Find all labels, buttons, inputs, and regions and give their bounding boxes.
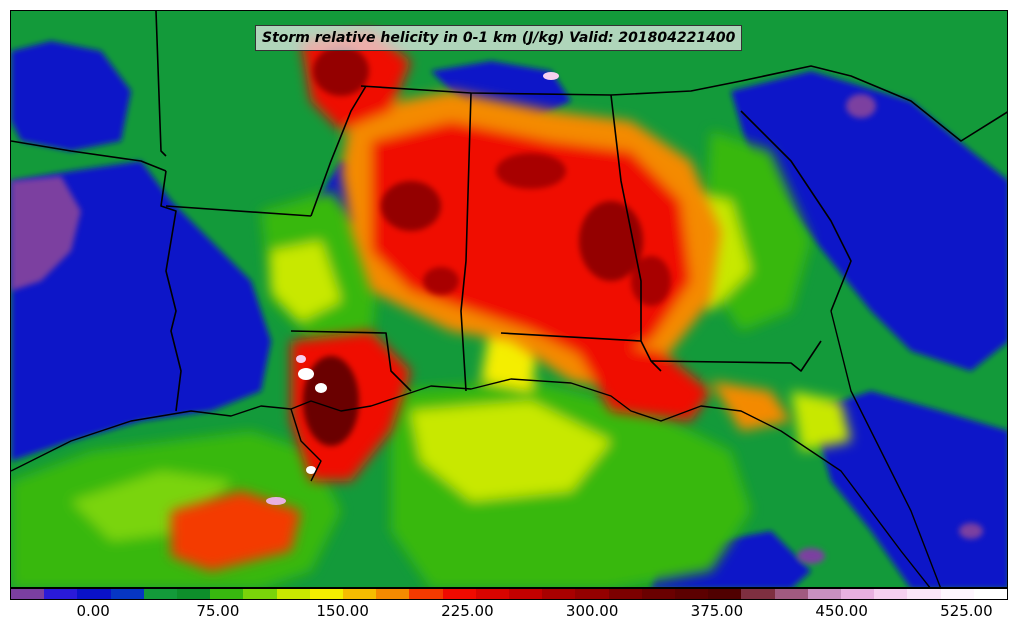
colorbar-tick-label: 375.00 xyxy=(690,602,744,620)
colorbar-tick-label: 300.00 xyxy=(565,602,619,620)
colorbar-segment xyxy=(110,589,144,599)
colorbar-segment xyxy=(343,589,377,599)
colorbar-segment xyxy=(177,589,211,599)
colorbar-segment xyxy=(143,589,178,599)
map-title: Storm relative helicity in 0-1 km (J/kg)… xyxy=(255,25,743,51)
colorbar-segment xyxy=(841,589,875,599)
colorbar-tick-labels: 0.00 75.00 150.00 225.00 300.00 375.00 450.00 5… xyxy=(10,602,1008,624)
colorbar-segment xyxy=(509,589,543,599)
colorbar-segment xyxy=(874,589,908,599)
colorbar-segment xyxy=(409,589,443,599)
colorbar-tick-label: 150.00 xyxy=(316,602,369,620)
colorbar-segment xyxy=(973,589,1008,599)
colorbar-segment xyxy=(708,589,742,599)
colorbar-segment xyxy=(940,589,974,599)
colorbar-segment xyxy=(641,589,676,599)
colorbar-segment xyxy=(376,589,410,599)
colorbar-segment xyxy=(575,589,609,599)
colorbar-segment xyxy=(542,589,576,599)
colorbar-segment xyxy=(309,589,344,599)
extreme-helicity-cores xyxy=(303,46,671,446)
colorbar-segment xyxy=(442,589,476,599)
colorbar-segment xyxy=(774,589,808,599)
map-panel: Storm relative helicity in 0-1 km (J/kg)… xyxy=(10,10,1008,588)
colorbar-tick-label: 225.00 xyxy=(441,602,494,620)
colorbar-segment xyxy=(608,589,642,599)
colorbar-tick-label: 75.00 xyxy=(196,602,240,620)
colorbar-segment xyxy=(210,589,244,599)
colorbar-segment xyxy=(11,589,45,599)
colorbar xyxy=(10,588,1008,600)
helicity-field-map xyxy=(11,11,1007,587)
colorbar-segment xyxy=(77,589,111,599)
coastline xyxy=(11,310,941,587)
colorbar-segment xyxy=(807,589,842,599)
colorbar-segment xyxy=(741,589,775,599)
high-helicity-regions xyxy=(171,31,791,571)
colorbar-segment xyxy=(243,589,277,599)
state-boundaries xyxy=(11,11,1007,412)
colorbar-segment xyxy=(907,589,941,599)
negative-helicity-patches xyxy=(11,94,983,564)
colorbar-segment xyxy=(276,589,310,599)
peak-values xyxy=(266,72,559,505)
colorbar-tick-label: 525.00 xyxy=(940,602,993,620)
colorbar-tick-label: 0.00 xyxy=(76,602,110,620)
colorbar-segment xyxy=(475,589,510,599)
colorbar-segment xyxy=(675,589,709,599)
colorbar-tick-label: 450.00 xyxy=(815,602,868,620)
colorbar-segment xyxy=(44,589,78,599)
